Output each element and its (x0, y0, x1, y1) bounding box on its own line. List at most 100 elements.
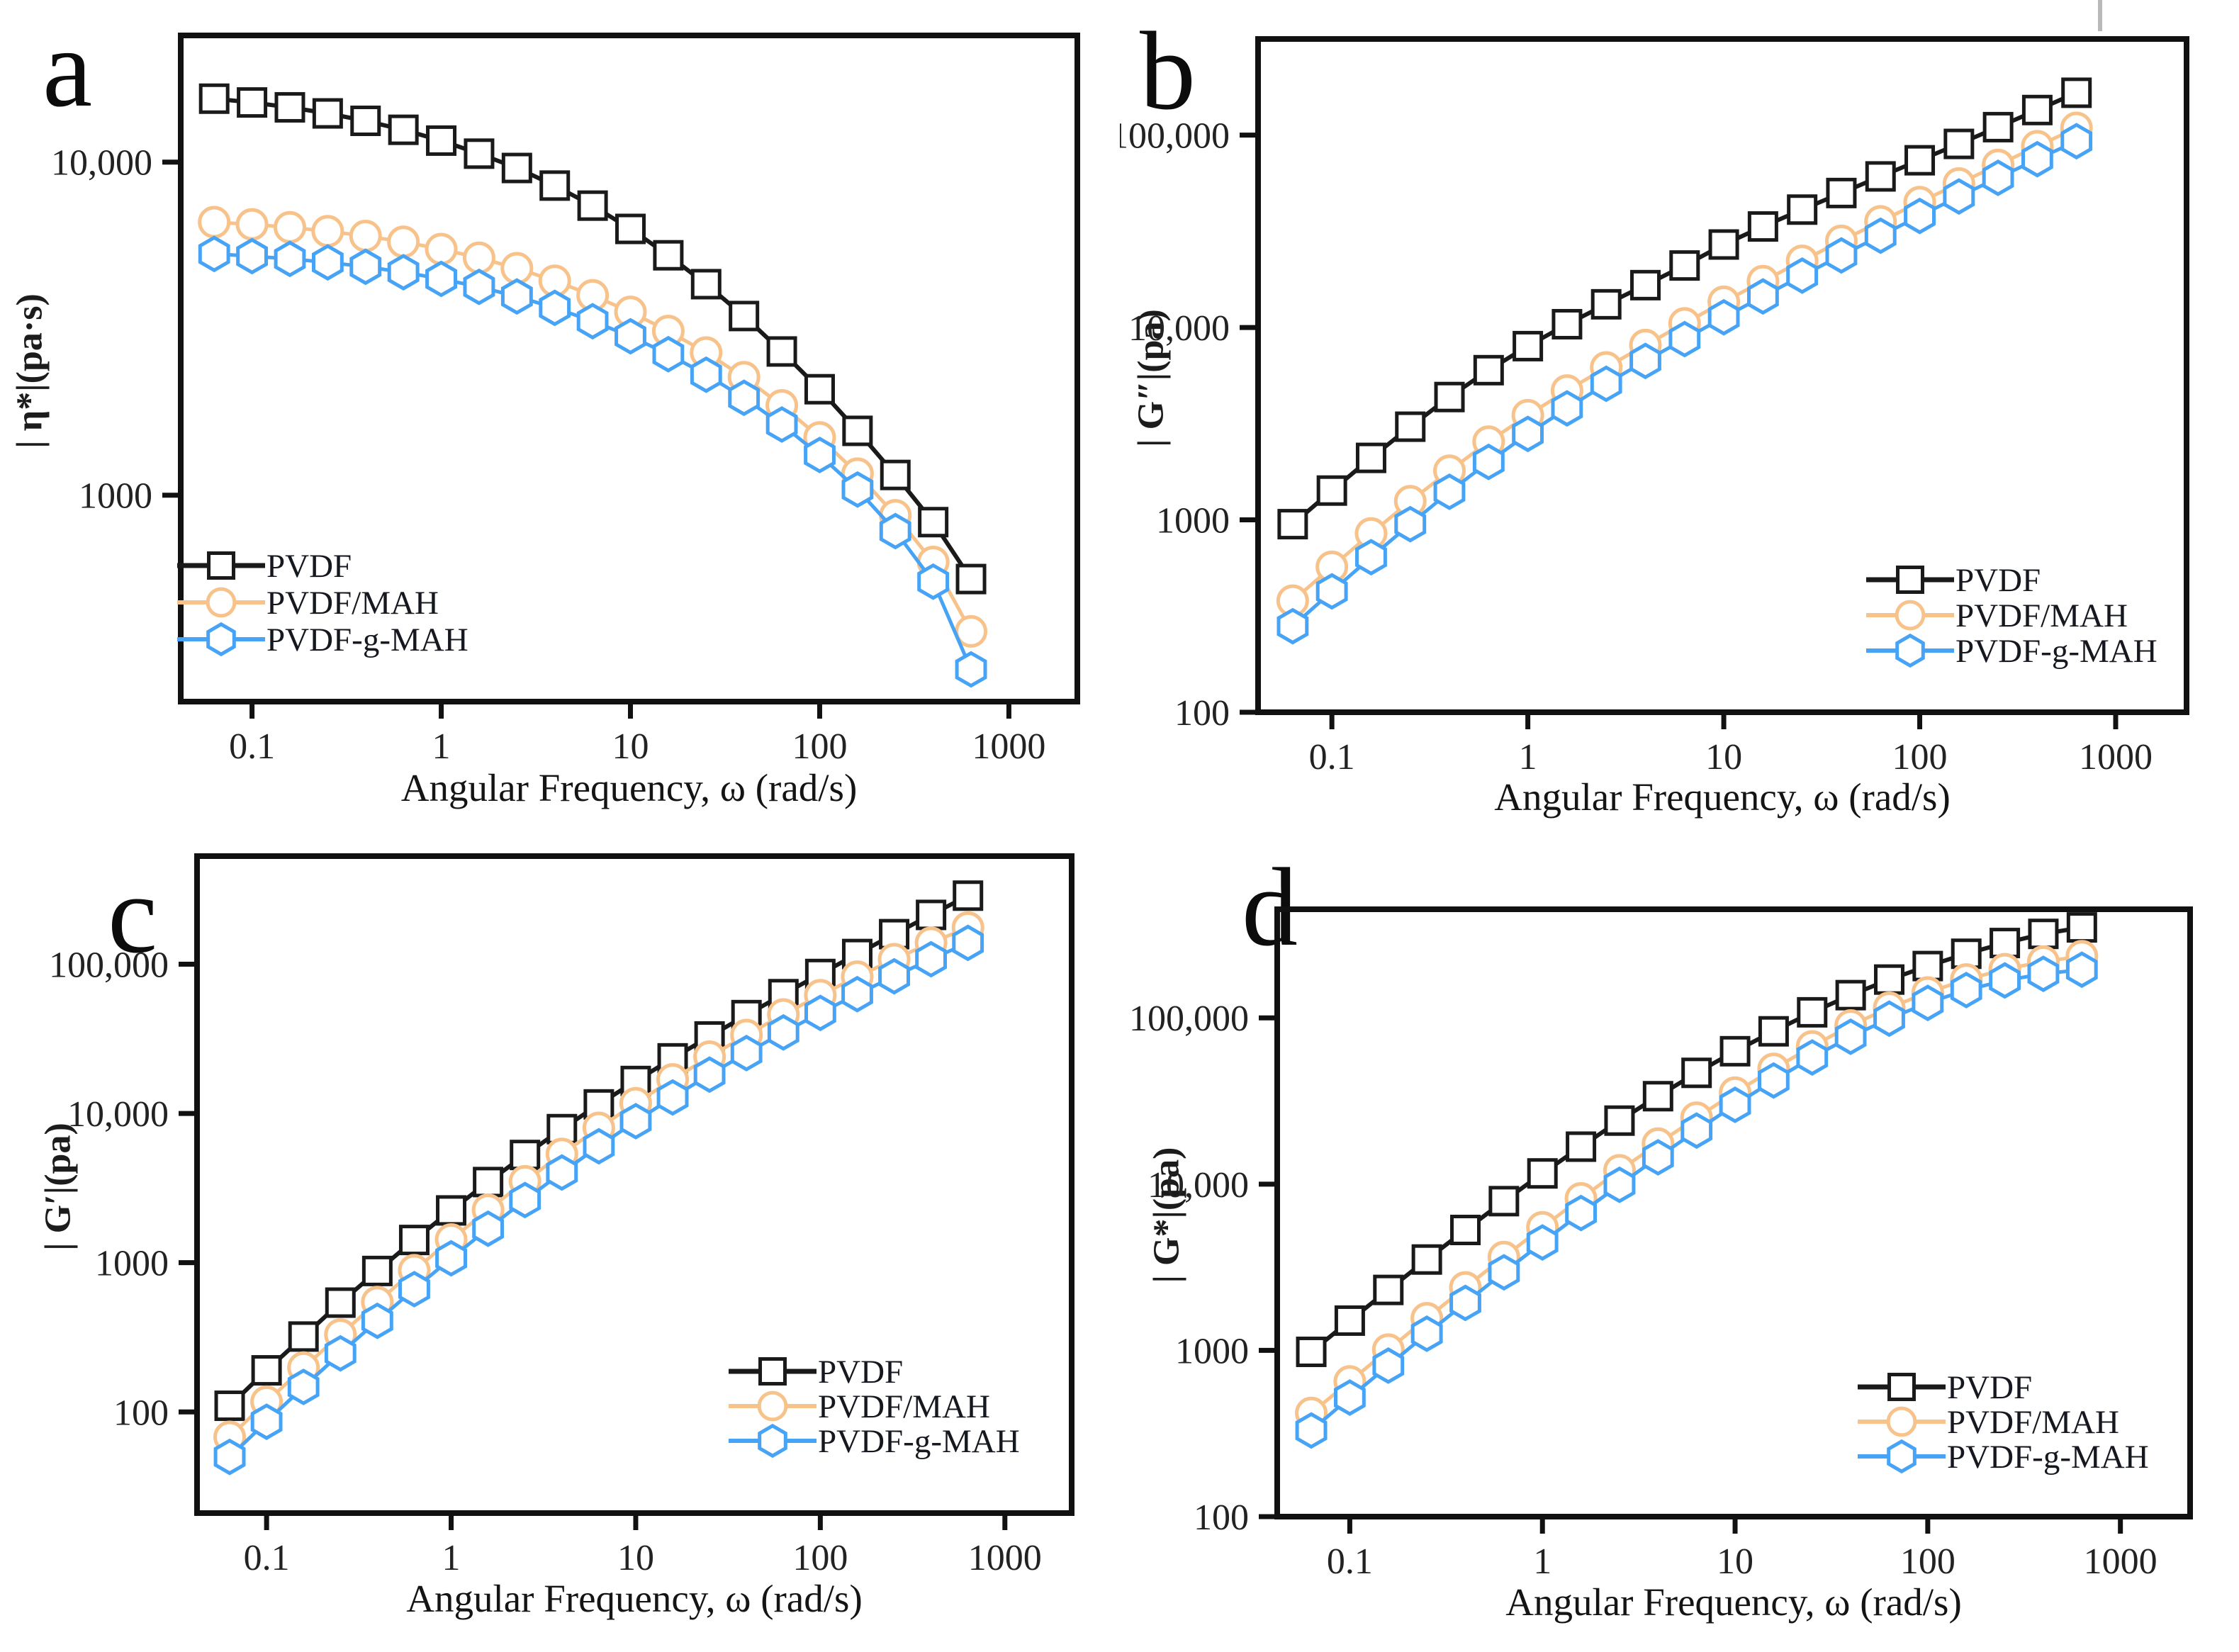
legend-label: PVDF (1947, 1369, 2032, 1406)
data-point-square (473, 1167, 504, 1198)
data-point-hexagon (879, 512, 911, 550)
data-point-hexagon (804, 437, 836, 473)
panel-c: c | G′|(pa) Angular Frequency, ω (rad/s)… (0, 826, 1120, 1652)
data-point-hexagon (539, 289, 571, 327)
data-point-hexagon (472, 1210, 504, 1247)
x-tick-label: 1 (1519, 737, 1537, 777)
plot-d: 0.1 1 10 100 1000100100010,000100,000PVDFPVD… (1129, 906, 2193, 1582)
data-point-square (615, 213, 646, 245)
data-point-hexagon (656, 1079, 689, 1116)
legend-marker-circle (1895, 600, 1926, 631)
data-point-square (1787, 194, 1818, 225)
x-tick-label: 100 (1900, 1541, 1955, 1582)
data-point-hexagon (324, 1334, 357, 1372)
data-point-square (1411, 1244, 1442, 1275)
data-point-hexagon (1565, 1194, 1597, 1232)
data-point-square (1590, 288, 1622, 320)
data-point-hexagon (878, 957, 910, 995)
data-point-square (274, 91, 305, 123)
x-tick-label: 1 (432, 726, 451, 767)
x-tick-label: 10 (612, 726, 649, 767)
x-tick-label: 1 (442, 1538, 461, 1578)
data-point-square (539, 170, 571, 201)
x-tick-label: 100 (792, 1538, 848, 1578)
data-point-hexagon (1747, 278, 1779, 315)
data-point-square (388, 114, 419, 145)
plot-c: 0.1 1 10 100 1000100100010,000100,000PVDFPVD… (49, 853, 1074, 1578)
legend-marker-square (1896, 566, 1924, 594)
data-point-square (1566, 1131, 1597, 1162)
y-tick-label: 100 (113, 1393, 169, 1433)
data-point-hexagon (1707, 298, 1740, 336)
data-point-square (1488, 1186, 1520, 1217)
x-tick-label: 100 (1892, 737, 1948, 777)
data-point-circle (462, 241, 495, 274)
legend-label: PVDF/MAH (266, 585, 439, 622)
data-point-hexagon (1590, 365, 1622, 403)
data-point-hexagon (1526, 1224, 1559, 1261)
y-tick-label: 1000 (1175, 1331, 1249, 1371)
legend-marker-hexagon (206, 622, 236, 657)
data-point-square (1747, 211, 1778, 242)
data-point-square (214, 1390, 245, 1422)
data-point-square (690, 269, 722, 300)
legend-marker-square (207, 551, 235, 580)
data-point-square (955, 563, 987, 595)
x-tick-label: 10 (1705, 737, 1742, 777)
data-point-square (1373, 1274, 1404, 1305)
data-point-hexagon (841, 975, 873, 1013)
data-point-hexagon (1943, 178, 1975, 215)
data-point-circle (273, 210, 306, 244)
y-tick-label: 100,000 (1120, 116, 1230, 157)
data-point-hexagon (1950, 972, 1982, 1008)
data-point-hexagon (425, 260, 457, 298)
scan-artifact-line (2098, 0, 2102, 31)
data-point-square (325, 1287, 356, 1318)
x-axis-label-c: Angular Frequency, ω (rad/s) (406, 1577, 863, 1620)
data-point-square (1604, 1105, 1635, 1136)
data-point-square (1904, 145, 1936, 176)
data-point-square (804, 373, 835, 405)
data-point-circle (198, 206, 231, 239)
data-point-hexagon (693, 1056, 726, 1094)
data-point-square (1334, 1305, 1365, 1336)
data-point-hexagon (619, 1103, 652, 1140)
data-point-square (2066, 912, 2097, 943)
data-point-hexagon (236, 237, 268, 275)
data-point-hexagon (198, 235, 230, 273)
data-point-hexagon (1394, 505, 1427, 543)
legend-label: PVDF (818, 1354, 903, 1390)
x-tick-label: 1000 (968, 1538, 1042, 1578)
x-tick-label: 10 (617, 1538, 654, 1578)
data-point-hexagon (312, 244, 344, 281)
data-point-square (1449, 1215, 1481, 1246)
data-point-hexagon (1719, 1086, 1751, 1123)
panel-b: b | G″|(pa) Angular Frequency, ω (rad/s)… (1120, 0, 2239, 826)
data-point-hexagon (690, 356, 722, 393)
x-tick-label: 0.1 (1327, 1541, 1373, 1582)
data-point-square (1527, 1158, 1558, 1189)
legend-label: PVDF (266, 548, 352, 585)
data-point-square (398, 1225, 430, 1256)
plot-b: 0.1 1 10 100 1000100100010,000100,000PVDFPVD… (1120, 36, 2189, 777)
data-point-hexagon (1410, 1315, 1443, 1352)
data-point-hexagon (387, 254, 420, 291)
data-point-hexagon (583, 1128, 615, 1165)
legend-marker-circle (206, 587, 237, 618)
data-point-square (880, 459, 911, 490)
data-point-hexagon (765, 406, 798, 443)
panel-letter-a: a (43, 6, 93, 130)
data-point-square (1434, 381, 1465, 412)
data-point-square (2021, 94, 2053, 125)
data-point-hexagon (915, 940, 947, 978)
y-tick-label: 10,000 (51, 143, 152, 184)
y-tick-label: 10,000 (1147, 1165, 1249, 1206)
data-point-square (953, 880, 984, 911)
data-point-square (350, 105, 381, 136)
x-tick-label: 10 (1717, 1541, 1753, 1582)
data-point-square (1669, 250, 1700, 281)
data-point-hexagon (1642, 1139, 1674, 1176)
data-point-square (1990, 928, 2021, 959)
data-point-hexagon (2021, 140, 2053, 178)
data-point-hexagon (2027, 955, 2060, 992)
